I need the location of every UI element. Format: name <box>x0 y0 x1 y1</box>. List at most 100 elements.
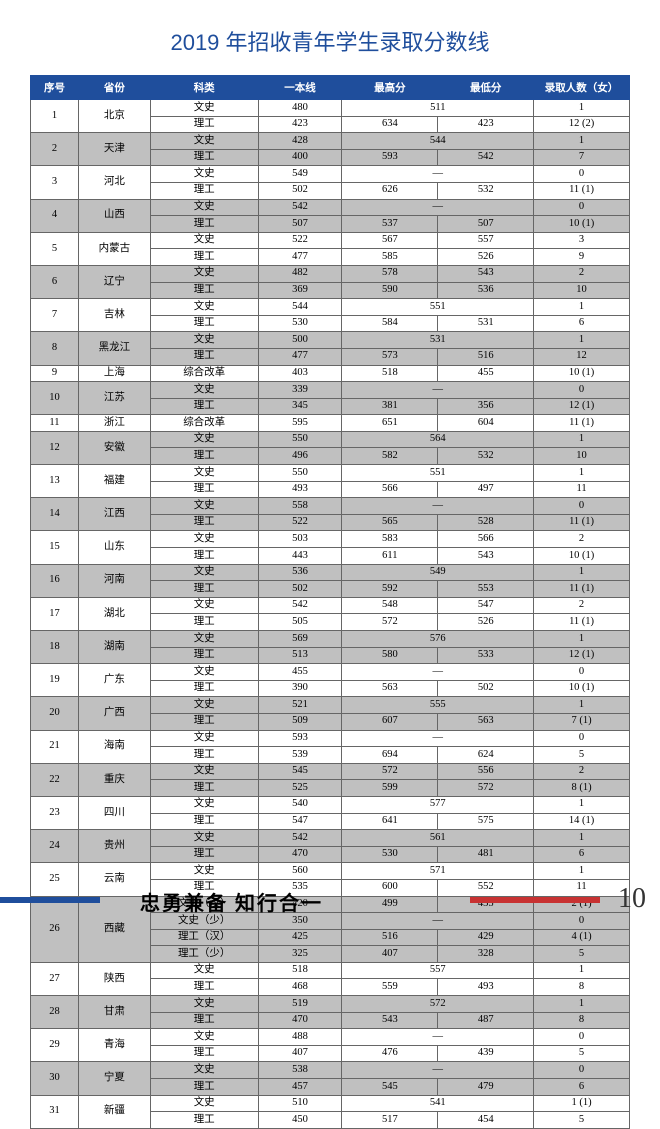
cell-baseline: 519 <box>258 996 342 1013</box>
footer-motto: 忠勇兼备 知行合一 <box>140 887 323 916</box>
table-row: 5内蒙古文史5225675573 <box>31 232 630 249</box>
cell-high: 584 <box>342 315 438 332</box>
cell-high-merged: 577 <box>342 796 534 813</box>
footer-right-bar <box>470 897 600 903</box>
cell-high-merged: — <box>342 730 534 747</box>
cell-index: 29 <box>31 1029 79 1062</box>
cell-province: 河南 <box>78 564 150 597</box>
cell-baseline: 595 <box>258 415 342 432</box>
cell-high: 476 <box>342 1045 438 1062</box>
cell-count: 3 <box>534 232 630 249</box>
cell-high: 537 <box>342 216 438 233</box>
cell-low: 556 <box>438 763 534 780</box>
table-row: 22重庆文史5455725562 <box>31 763 630 780</box>
cell-baseline: 547 <box>258 813 342 830</box>
cell-high: 583 <box>342 531 438 548</box>
col-header: 序号 <box>31 76 79 100</box>
cell-count: 8 <box>534 979 630 996</box>
cell-subject: 文史 <box>150 265 258 282</box>
cell-count: 10 <box>534 448 630 465</box>
table-row: 18湖南文史5695761 <box>31 631 630 648</box>
cell-index: 24 <box>31 830 79 863</box>
table-row: 16河南文史5365491 <box>31 564 630 581</box>
cell-baseline: 339 <box>258 382 342 399</box>
cell-count: 4 (1) <box>534 929 630 946</box>
cell-baseline: 369 <box>258 282 342 299</box>
page-title: 2019 年招收青年学生录取分数线 <box>30 25 630 57</box>
cell-high-merged: 571 <box>342 863 534 880</box>
cell-high: 641 <box>342 813 438 830</box>
table-row: 15山东文史5035835662 <box>31 531 630 548</box>
cell-province: 天津 <box>78 133 150 166</box>
cell-subject: 理工 <box>150 315 258 332</box>
cell-province: 宁夏 <box>78 1062 150 1095</box>
cell-high: 599 <box>342 780 438 797</box>
page-number: 10 <box>618 883 646 915</box>
cell-high: 593 <box>342 149 438 166</box>
cell-low: 553 <box>438 581 534 598</box>
cell-low: 624 <box>438 747 534 764</box>
cell-low: 531 <box>438 315 534 332</box>
col-header: 科类 <box>150 76 258 100</box>
cell-province: 河北 <box>78 166 150 199</box>
cell-baseline: 470 <box>258 846 342 863</box>
cell-low: 526 <box>438 614 534 631</box>
cell-count: 1 <box>534 332 630 349</box>
cell-high-merged: — <box>342 166 534 183</box>
footer-left-bar <box>0 897 100 903</box>
page-footer: 忠勇兼备 知行合一 10 <box>0 883 660 923</box>
cell-subject: 文史 <box>150 299 258 316</box>
cell-index: 27 <box>31 962 79 995</box>
cell-index: 2 <box>31 133 79 166</box>
cell-baseline: 507 <box>258 216 342 233</box>
score-table: 序号省份科类一本线最高分最低分录取人数（女） 1北京文史4805111理工423… <box>30 75 630 1129</box>
cell-index: 22 <box>31 763 79 796</box>
cell-count: 6 <box>534 846 630 863</box>
cell-count: 1 <box>534 830 630 847</box>
cell-subject: 文史 <box>150 697 258 714</box>
cell-subject: 文史 <box>150 382 258 399</box>
cell-province: 安徽 <box>78 431 150 464</box>
table-row: 14江西文史558—0 <box>31 498 630 515</box>
cell-low: 423 <box>438 116 534 133</box>
cell-high: 585 <box>342 249 438 266</box>
cell-subject: 文史 <box>150 465 258 482</box>
cell-count: 12 (2) <box>534 116 630 133</box>
cell-count: 7 <box>534 149 630 166</box>
cell-high-merged: 511 <box>342 100 534 117</box>
cell-province: 重庆 <box>78 763 150 796</box>
cell-subject: 综合改革 <box>150 415 258 432</box>
table-row: 31新疆文史5105411 (1) <box>31 1095 630 1112</box>
cell-subject: 文史 <box>150 166 258 183</box>
cell-index: 19 <box>31 664 79 697</box>
cell-count: 0 <box>534 382 630 399</box>
cell-high: 516 <box>342 929 438 946</box>
col-header: 最低分 <box>438 76 534 100</box>
table-row: 25云南文史5605711 <box>31 863 630 880</box>
cell-count: 14 (1) <box>534 813 630 830</box>
cell-count: 2 <box>534 763 630 780</box>
cell-high: 634 <box>342 116 438 133</box>
cell-high-merged: — <box>342 1029 534 1046</box>
table-row: 24贵州文史5425611 <box>31 830 630 847</box>
cell-index: 12 <box>31 431 79 464</box>
cell-high: 567 <box>342 232 438 249</box>
cell-high-merged: 551 <box>342 299 534 316</box>
cell-subject: 理工 <box>150 1112 258 1129</box>
cell-subject: 文史 <box>150 1095 258 1112</box>
cell-low: 356 <box>438 398 534 415</box>
cell-subject: 文史 <box>150 531 258 548</box>
cell-low: 454 <box>438 1112 534 1129</box>
cell-high-merged: — <box>342 382 534 399</box>
cell-baseline: 536 <box>258 564 342 581</box>
cell-baseline: 423 <box>258 116 342 133</box>
table-row: 28甘肃文史5195721 <box>31 996 630 1013</box>
cell-count: 10 (1) <box>534 216 630 233</box>
cell-count: 5 <box>534 1112 630 1129</box>
cell-subject: 文史 <box>150 830 258 847</box>
cell-province: 江西 <box>78 498 150 531</box>
table-row: 9上海综合改革40351845510 (1) <box>31 365 630 382</box>
cell-index: 1 <box>31 100 79 133</box>
cell-high: 530 <box>342 846 438 863</box>
cell-baseline: 502 <box>258 581 342 598</box>
